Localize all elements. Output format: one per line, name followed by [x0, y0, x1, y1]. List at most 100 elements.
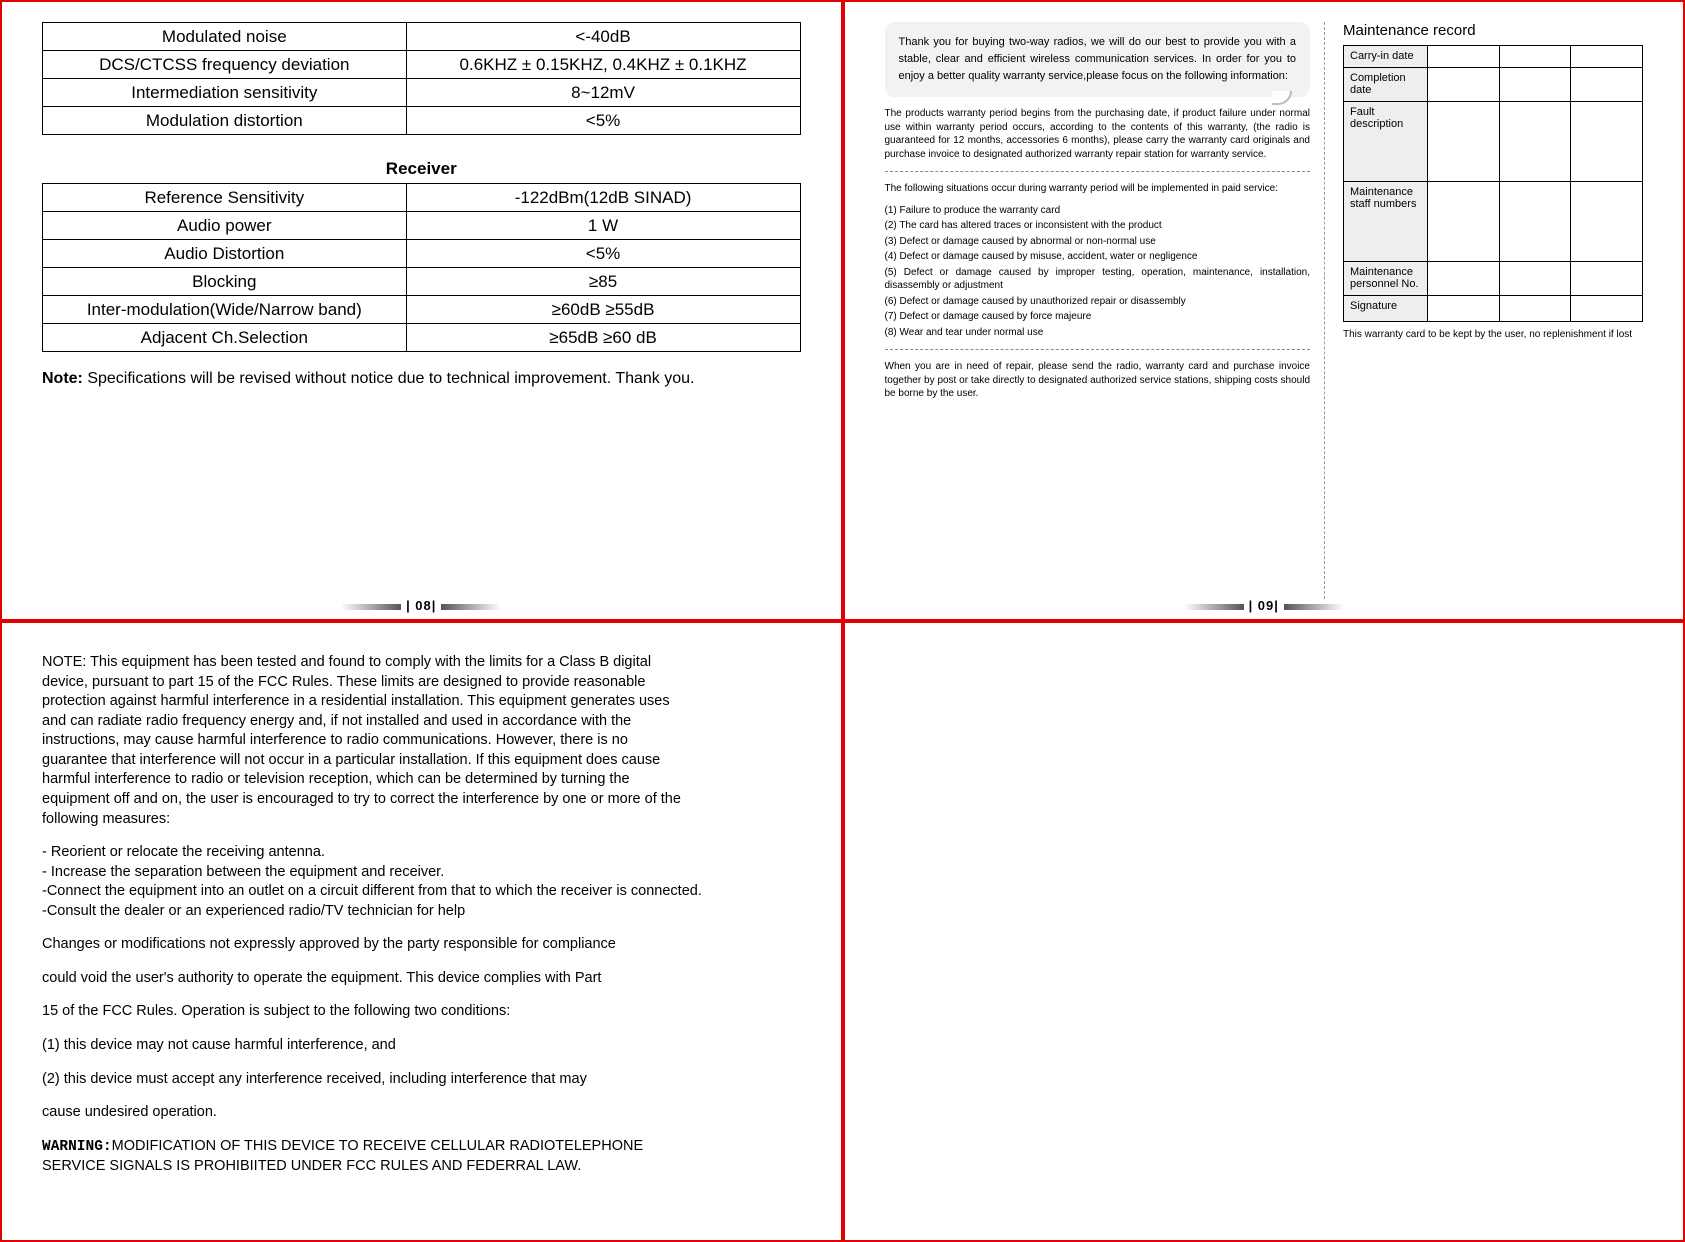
fcc-condition-1: (1) this device may not cause harmful in…: [42, 1036, 801, 1056]
dash-rule: [885, 349, 1311, 350]
spec-name: Audio Distortion: [43, 240, 407, 268]
table-row: Maintenance personnel No.: [1344, 262, 1643, 296]
fcc-note-para: NOTE: This equipment has been tested and…: [42, 653, 682, 829]
table-row: Blocking≥85: [43, 268, 801, 296]
maint-label: Maintenance staff numbers: [1344, 182, 1428, 262]
list-item: (3) Defect or damage caused by abnormal …: [885, 235, 1311, 249]
page-number: | 09|: [1249, 598, 1279, 613]
fcc-notice-panel: NOTE: This equipment has been tested and…: [0, 621, 843, 1242]
maintenance-table: Carry-in dateCompletion dateFault descri…: [1343, 45, 1643, 322]
maint-cell: [1427, 68, 1499, 102]
maint-cell: [1427, 296, 1499, 322]
list-item: (7) Defect or damage caused by force maj…: [885, 310, 1311, 324]
maint-cell: [1499, 296, 1571, 322]
table-row: Modulated noise<-40dB: [43, 23, 801, 51]
fcc-condition-2b: cause undesired operation.: [42, 1103, 801, 1123]
note-label: Note:: [42, 370, 83, 387]
spec-name: Adjacent Ch.Selection: [43, 324, 407, 352]
spec-name: Reference Sensitivity: [43, 184, 407, 212]
transmitter-spec-table: Modulated noise<-40dBDCS/CTCSS frequency…: [42, 22, 801, 135]
fcc-para-line: Changes or modifications not expressly a…: [42, 935, 801, 955]
note-text: Specifications will be revised without n…: [83, 370, 695, 387]
spec-value: -122dBm(12dB SINAD): [406, 184, 800, 212]
dash-rule: [885, 171, 1311, 172]
warranty-text-column: Thank you for buying two-way radios, we …: [885, 22, 1326, 599]
maint-cell: [1427, 46, 1499, 68]
table-row: Adjacent Ch.Selection≥65dB ≥60 dB: [43, 324, 801, 352]
spec-value: ≥65dB ≥60 dB: [406, 324, 800, 352]
maint-cell: [1571, 296, 1643, 322]
warranty-para-2: When you are in need of repair, please s…: [885, 360, 1311, 401]
maintenance-record-column: Maintenance record Carry-in dateCompleti…: [1343, 22, 1643, 599]
table-row: Intermediation sensitivity8~12mV: [43, 79, 801, 107]
spec-value: 1 W: [406, 212, 800, 240]
paid-service-list: (1) Failure to produce the warranty card…: [885, 204, 1311, 340]
maint-cell: [1427, 102, 1499, 182]
warning-text: MODIFICATION OF THIS DEVICE TO RECEIVE C…: [42, 1138, 643, 1175]
spec-value: <5%: [406, 107, 800, 135]
list-item: -Consult the dealer or an experienced ra…: [42, 902, 702, 922]
table-row: Fault description: [1344, 102, 1643, 182]
maint-label: Fault description: [1344, 102, 1428, 182]
list-item: (8) Wear and tear under normal use: [885, 326, 1311, 340]
table-row: Audio Distortion<5%: [43, 240, 801, 268]
spec-name: Audio power: [43, 212, 407, 240]
page-footer-09: | 09|: [845, 598, 1684, 613]
blank-panel: [843, 621, 1685, 1242]
table-row: Completion date: [1344, 68, 1643, 102]
list-item: - Reorient or relocate the receiving ant…: [42, 843, 702, 863]
maint-label: Carry-in date: [1344, 46, 1428, 68]
maint-cell: [1571, 182, 1643, 262]
maint-label: Maintenance personnel No.: [1344, 262, 1428, 296]
spec-value: ≥85: [406, 268, 800, 296]
table-row: Maintenance staff numbers: [1344, 182, 1643, 262]
maint-cell: [1499, 68, 1571, 102]
table-row: Signature: [1344, 296, 1643, 322]
maint-cell: [1499, 46, 1571, 68]
list-item: (6) Defect or damage caused by unauthori…: [885, 295, 1311, 309]
warning-label: WARNING:: [42, 1139, 112, 1155]
receiver-spec-table: Reference Sensitivity-122dBm(12dB SINAD)…: [42, 183, 801, 352]
maint-cell: [1571, 102, 1643, 182]
maint-cell: [1499, 262, 1571, 296]
table-row: Carry-in date: [1344, 46, 1643, 68]
list-item: (4) Defect or damage caused by misuse, a…: [885, 250, 1311, 264]
list-item: -Connect the equipment into an outlet on…: [42, 882, 702, 902]
page-number: | 08|: [406, 598, 436, 613]
fcc-para-line: 15 of the FCC Rules. Operation is subjec…: [42, 1002, 801, 1022]
paid-service-intro: The following situations occur during wa…: [885, 182, 1311, 196]
spec-name: Inter-modulation(Wide/Narrow band): [43, 296, 407, 324]
maintenance-note: This warranty card to be kept by the use…: [1343, 328, 1643, 341]
maint-cell: [1571, 68, 1643, 102]
maint-cell: [1427, 262, 1499, 296]
maint-cell: [1571, 262, 1643, 296]
maintenance-title: Maintenance record: [1343, 22, 1643, 39]
table-row: Audio power1 W: [43, 212, 801, 240]
spec-name: Intermediation sensitivity: [43, 79, 407, 107]
spec-value: 0.6KHZ ± 0.15KHZ, 0.4KHZ ± 0.1KHZ: [406, 51, 800, 79]
fcc-measures-list: - Reorient or relocate the receiving ant…: [42, 843, 702, 921]
table-row: Inter-modulation(Wide/Narrow band)≥60dB …: [43, 296, 801, 324]
footer-bar-right: [1284, 604, 1344, 610]
maint-cell: [1499, 182, 1571, 262]
spec-name: Modulated noise: [43, 23, 407, 51]
warranty-para-1: The products warranty period begins from…: [885, 107, 1311, 161]
list-item: (5) Defect or damage caused by improper …: [885, 266, 1311, 293]
fcc-condition-2: (2) this device must accept any interfer…: [42, 1070, 801, 1090]
spec-name: Blocking: [43, 268, 407, 296]
table-row: Modulation distortion<5%: [43, 107, 801, 135]
fcc-para-line: could void the user's authority to opera…: [42, 969, 801, 989]
intro-bubble: Thank you for buying two-way radios, we …: [885, 22, 1311, 97]
spec-value: 8~12mV: [406, 79, 800, 107]
fcc-warning: WARNING:MODIFICATION OF THIS DEVICE TO R…: [42, 1137, 702, 1177]
maint-label: Signature: [1344, 296, 1428, 322]
maint-label: Completion date: [1344, 68, 1428, 102]
list-item: (1) Failure to produce the warranty card: [885, 204, 1311, 218]
spec-value: <5%: [406, 240, 800, 268]
table-row: Reference Sensitivity-122dBm(12dB SINAD): [43, 184, 801, 212]
maint-cell: [1499, 102, 1571, 182]
footer-bar-right: [441, 604, 501, 610]
page-09-panel: Thank you for buying two-way radios, we …: [843, 0, 1685, 621]
maint-cell: [1427, 182, 1499, 262]
spec-name: DCS/CTCSS frequency deviation: [43, 51, 407, 79]
